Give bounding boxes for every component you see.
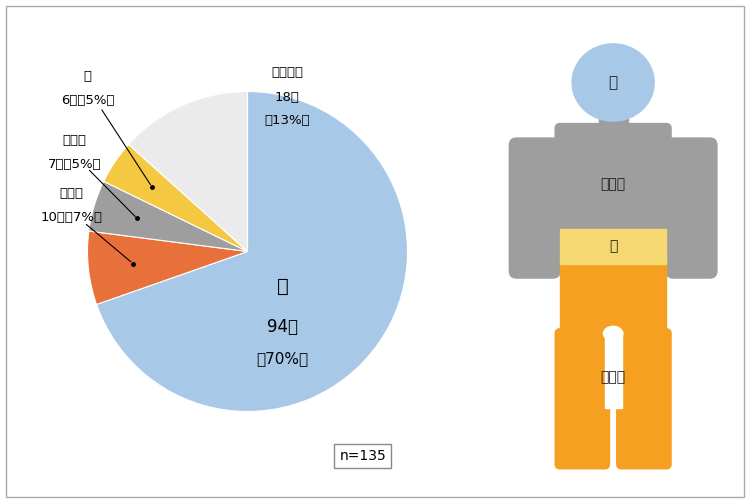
Text: n=135: n=135 xyxy=(339,449,386,463)
Wedge shape xyxy=(97,92,407,411)
Text: 10件（7%）: 10件（7%） xyxy=(40,211,103,224)
Ellipse shape xyxy=(572,44,654,121)
Text: 部位不明: 部位不明 xyxy=(272,66,304,78)
FancyBboxPatch shape xyxy=(555,329,610,469)
Text: 腹: 腹 xyxy=(83,70,92,83)
Text: 7件（5%）: 7件（5%） xyxy=(48,158,101,172)
Bar xyxy=(560,261,666,336)
FancyBboxPatch shape xyxy=(666,138,717,278)
Wedge shape xyxy=(128,92,248,252)
FancyBboxPatch shape xyxy=(555,124,671,237)
Text: 下半身: 下半身 xyxy=(59,187,83,200)
Text: 顔: 顔 xyxy=(608,75,618,90)
Text: 腹: 腹 xyxy=(609,239,617,253)
Wedge shape xyxy=(88,182,248,252)
FancyBboxPatch shape xyxy=(604,331,622,408)
FancyBboxPatch shape xyxy=(616,329,671,469)
Text: 上半身: 上半身 xyxy=(63,134,87,147)
Ellipse shape xyxy=(604,326,622,341)
FancyBboxPatch shape xyxy=(509,138,560,278)
Text: （70%）: （70%） xyxy=(256,351,309,366)
Bar xyxy=(560,228,666,264)
Text: （13%）: （13%） xyxy=(265,114,310,127)
Wedge shape xyxy=(88,231,248,304)
Text: 下半身: 下半身 xyxy=(601,370,625,384)
Text: 94件: 94件 xyxy=(267,318,298,336)
Bar xyxy=(598,104,628,133)
Text: 18件: 18件 xyxy=(275,92,300,104)
Wedge shape xyxy=(104,144,248,252)
Text: 上半身: 上半身 xyxy=(601,177,625,191)
Text: 顔: 顔 xyxy=(277,277,289,296)
Text: 6件（5%）: 6件（5%） xyxy=(61,95,114,108)
